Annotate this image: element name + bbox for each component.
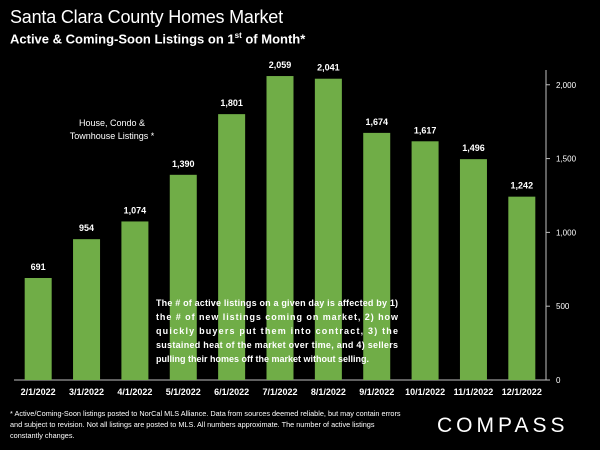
data-label: 1,390: [172, 159, 195, 169]
annotation-note-line: the # of new listings coming on market, …: [156, 312, 399, 322]
bar: [73, 239, 101, 380]
bar: [459, 159, 487, 380]
data-label: 1,801: [220, 98, 243, 108]
x-tick-label: 8/1/2022: [311, 387, 346, 397]
footnote: * Active/Coming-Soon listings posted to …: [10, 409, 401, 440]
data-label: 1,074: [124, 205, 147, 215]
y-tick-label: 1,500: [556, 155, 577, 164]
data-label: 691: [31, 262, 46, 272]
bar: [218, 114, 246, 380]
bar: [363, 132, 391, 380]
chart-title: Santa Clara County Homes Market: [10, 7, 283, 27]
bar: [24, 277, 52, 380]
annotation-note-line: quickly buyers put them into contract, 3…: [156, 326, 398, 336]
x-tick-label: 2/1/2022: [21, 387, 56, 397]
legend-label-line1: House, Condo &: [79, 118, 145, 128]
y-tick-label: 500: [556, 302, 570, 311]
y-tick-label: 0: [556, 376, 561, 385]
bar: [314, 78, 342, 380]
data-label: 2,041: [317, 63, 340, 73]
data-label: 1,674: [365, 117, 388, 127]
data-label: 2,059: [269, 60, 292, 70]
data-label: 1,496: [462, 143, 485, 153]
legend-label-line2: Townhouse Listings *: [70, 131, 155, 141]
x-tick-label: 5/1/2022: [166, 387, 201, 397]
annotation-note-line: sustained heat of the market over time, …: [156, 340, 398, 350]
compass-logo: COMPASS: [437, 414, 569, 437]
bar: [411, 141, 439, 380]
data-label: 954: [79, 223, 94, 233]
y-tick-label: 2,000: [556, 81, 577, 90]
annotation-note-line: pulling their homes off the market witho…: [156, 354, 369, 364]
x-tick-label: 9/1/2022: [359, 387, 394, 397]
x-tick-label: 7/1/2022: [262, 387, 297, 397]
data-label: 1,617: [414, 125, 437, 135]
x-tick-label: 11/1/2022: [454, 387, 494, 397]
bar: [121, 221, 149, 380]
x-tick-label: 6/1/2022: [214, 387, 249, 397]
data-label: 1,242: [511, 181, 534, 191]
x-tick-label: 12/1/2022: [502, 387, 542, 397]
bar: [266, 76, 294, 381]
chart-subtitle: Active & Coming-Soon Listings on 1st of …: [10, 31, 306, 47]
bar: [508, 196, 536, 380]
x-tick-label: 3/1/2022: [69, 387, 104, 397]
x-tick-label: 4/1/2022: [117, 387, 152, 397]
y-tick-label: 1,000: [556, 228, 577, 237]
annotation-note-line: The # of active listings on a given day …: [156, 298, 398, 308]
bar: [169, 174, 197, 380]
x-tick-label: 10/1/2022: [405, 387, 445, 397]
